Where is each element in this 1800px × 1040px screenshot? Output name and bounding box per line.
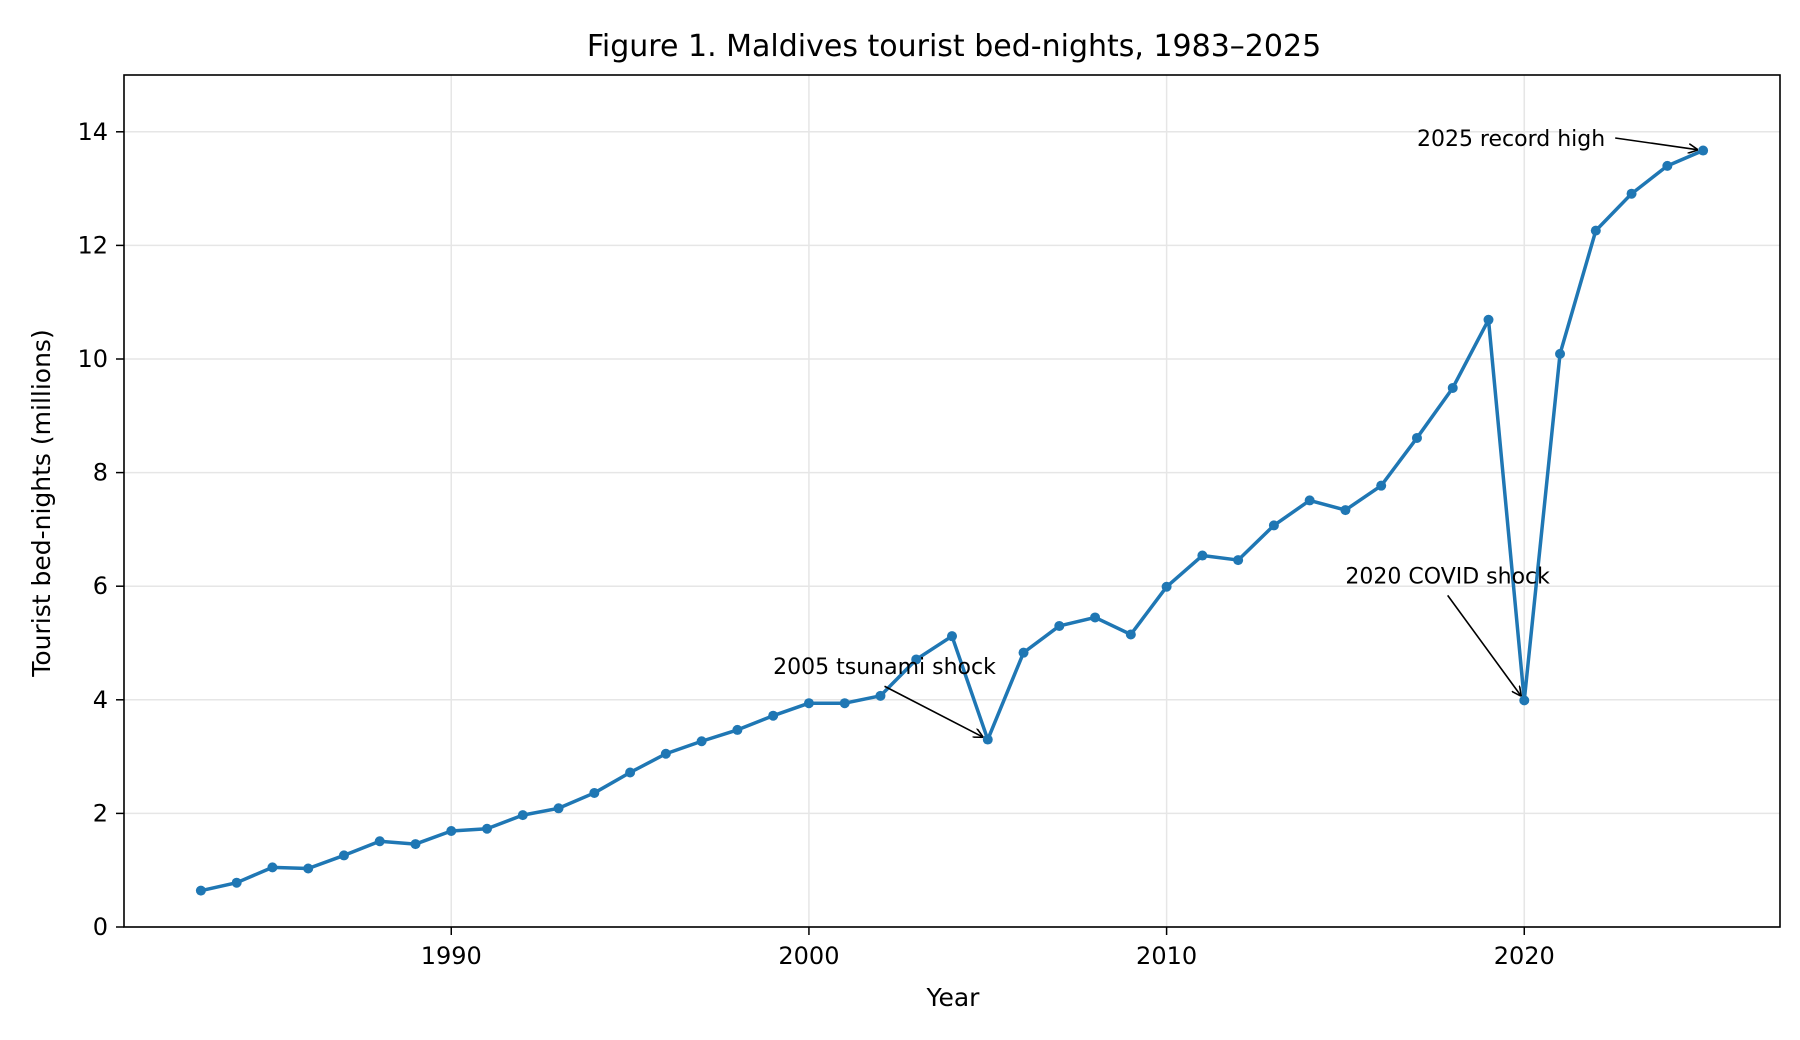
data-point <box>1555 348 1566 359</box>
annotation-label: 2020 COVID shock <box>1345 564 1550 589</box>
grid <box>124 75 1780 928</box>
data-point <box>410 839 421 850</box>
data-point <box>553 803 564 814</box>
annotation-layer: 2005 tsunami shock 2020 COVID shock 2025 r… <box>773 127 1697 737</box>
data-point <box>589 787 600 798</box>
data-point <box>947 631 957 642</box>
data-point <box>660 748 671 759</box>
data-point <box>517 810 528 821</box>
annotation-label: 2025 record high <box>1417 127 1605 152</box>
x-tick-label: 2010 <box>1136 942 1197 970</box>
data-point <box>267 862 278 873</box>
x-tick-label: 2000 <box>778 942 839 970</box>
annotation-arrow <box>884 685 983 737</box>
y-tick-label: 0 <box>93 913 108 941</box>
x-tick-label: 1990 <box>421 942 482 970</box>
y-tick-label: 4 <box>93 686 108 714</box>
series-layer <box>195 145 1709 896</box>
data-point <box>839 698 850 709</box>
y-tick-label: 14 <box>77 118 108 146</box>
data-point <box>1125 629 1136 640</box>
data-point <box>303 863 314 874</box>
data-point <box>768 710 779 721</box>
data-point <box>911 654 922 665</box>
data-point <box>1233 555 1244 566</box>
data-point <box>1698 145 1709 156</box>
data-point <box>732 724 743 735</box>
data-point <box>446 826 457 837</box>
data-point <box>1590 225 1601 236</box>
ticks: 1990 2000 2010 2020 0 2 4 6 8 10 12 14 <box>77 118 1554 970</box>
data-point <box>231 877 242 888</box>
annotation-arrow <box>1447 594 1521 695</box>
y-axis-label: Tourist bed-nights (millions) <box>27 329 56 677</box>
data-point <box>1054 620 1065 631</box>
data-point <box>1626 188 1637 199</box>
data-point <box>1304 495 1315 506</box>
y-tick-label: 8 <box>93 459 108 487</box>
data-point <box>482 823 493 834</box>
data-point <box>1018 647 1029 658</box>
chart-title: Figure 1. Maldives tourist bed-nights, 1… <box>587 29 1321 64</box>
data-point <box>875 690 886 701</box>
annotation-label: 2005 tsunami shock <box>773 655 996 680</box>
data-point <box>1411 432 1422 443</box>
data-point <box>1340 505 1351 516</box>
data-point <box>803 698 814 709</box>
data-point <box>338 850 349 861</box>
x-tick-label: 2020 <box>1494 942 1555 970</box>
data-point <box>374 836 385 847</box>
y-tick-label: 6 <box>93 572 108 600</box>
data-point <box>1447 382 1458 393</box>
annotation-arrow <box>1615 137 1697 150</box>
series-line <box>199 148 1705 893</box>
data-point <box>1376 480 1387 491</box>
y-tick-label: 2 <box>93 799 108 827</box>
data-point <box>982 734 993 745</box>
data-point <box>1519 695 1530 706</box>
data-point <box>1161 581 1172 592</box>
data-point <box>1197 550 1208 561</box>
y-tick-label: 10 <box>77 345 108 373</box>
data-point <box>625 767 636 778</box>
data-point <box>1662 160 1673 171</box>
plot-frame <box>123 74 1781 928</box>
data-point <box>1268 520 1279 531</box>
data-point <box>195 885 206 896</box>
data-point <box>1483 314 1494 325</box>
y-tick-label: 12 <box>77 231 108 259</box>
data-point <box>696 736 707 747</box>
data-point <box>1090 612 1101 623</box>
x-axis-label: Year <box>926 983 981 1012</box>
